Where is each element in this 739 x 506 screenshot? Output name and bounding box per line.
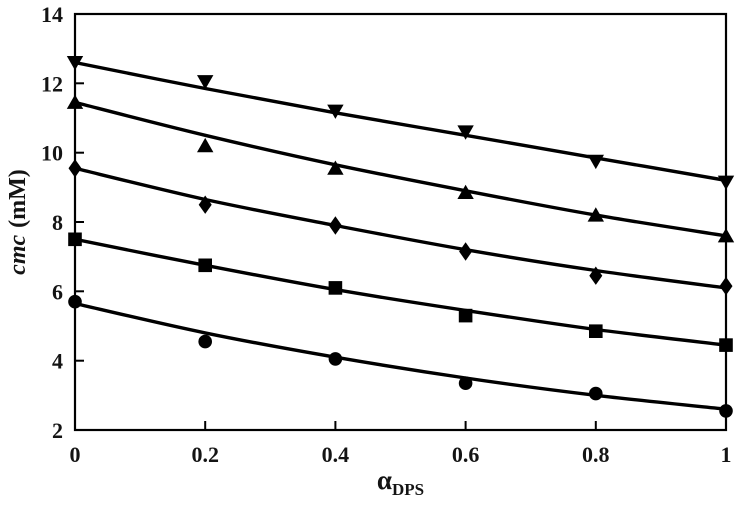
x-tick-label: 0.6 — [452, 442, 480, 467]
y-tick-label: 12 — [41, 71, 63, 96]
series-circle-markers — [68, 294, 733, 418]
x-tick-label: 0 — [70, 442, 81, 467]
x-axis-label: αDPS — [377, 465, 424, 499]
series-diamond-fit-line — [75, 166, 726, 290]
y-tick-label: 14 — [41, 2, 63, 27]
series-triangle-down-fit-line — [75, 60, 726, 183]
series-triangle-up-fit-line — [75, 100, 726, 238]
x-tick-label: 0.8 — [582, 442, 610, 467]
y-tick-label: 4 — [52, 349, 63, 374]
series-triangle-up-markers — [66, 94, 735, 243]
y-tick-label: 8 — [52, 210, 63, 235]
y-tick-label: 10 — [41, 141, 63, 166]
y-tick-label: 2 — [52, 418, 63, 443]
series-square-fit-line — [75, 237, 726, 347]
y-tick-label: 6 — [52, 279, 63, 304]
x-tick-label: 0.4 — [322, 442, 350, 467]
series-diamond-markers — [68, 159, 733, 296]
y-axis-label: cmc(mM) — [5, 169, 31, 275]
series-triangle-down-markers — [66, 56, 735, 190]
series-circle-fit-line — [75, 301, 726, 411]
series-square-markers — [68, 232, 733, 352]
x-tick-label: 0.2 — [191, 442, 219, 467]
x-tick-label: 1 — [721, 442, 732, 467]
